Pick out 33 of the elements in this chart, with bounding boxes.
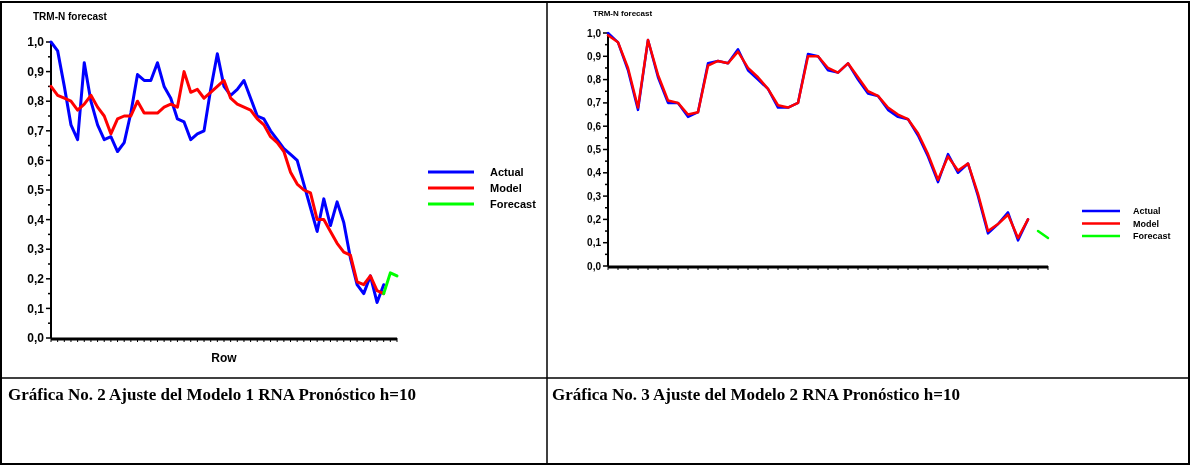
y-tick-label: 0,4 bbox=[27, 212, 45, 227]
y-tick-label: 0,4 bbox=[587, 167, 602, 179]
y-tick-label: 0,7 bbox=[587, 97, 602, 109]
y-tick-label: 0,7 bbox=[27, 124, 45, 138]
y-tick-label: 0,8 bbox=[27, 94, 45, 109]
y-tick-label: 0,5 bbox=[27, 183, 45, 198]
chart-title: TRM-N forecast bbox=[33, 11, 108, 22]
legend-label: Forecast bbox=[1133, 231, 1171, 242]
text: Gráfica No. 2 Ajuste del Modelo 1 RNA Pronóstico h=10 bbox=[8, 384, 417, 406]
y-tick-label: 1,0 bbox=[587, 27, 602, 39]
text: Gráfica No. 3 Ajuste del Modelo 2 RNA Pronóstico h=10 bbox=[552, 384, 961, 406]
legend-label: Actual bbox=[1133, 206, 1161, 217]
y-tick-label: 0,0 bbox=[587, 260, 602, 272]
y-tick-label: 0,9 bbox=[587, 50, 602, 62]
y-tick-label: 0,2 bbox=[587, 213, 602, 225]
y-tick-label: 0,5 bbox=[587, 144, 602, 155]
y-tick-label: 0,1 bbox=[587, 237, 602, 249]
y-tick-label: 0,8 bbox=[587, 74, 602, 86]
legend-label: Model bbox=[490, 181, 522, 194]
y-tick-label: 0,3 bbox=[587, 190, 602, 202]
y-tick-label: 0,9 bbox=[27, 64, 45, 79]
legend-label: Actual bbox=[490, 165, 524, 178]
y-tick-label: 0,1 bbox=[27, 301, 45, 316]
x-axis-title: Row bbox=[211, 351, 238, 365]
y-tick-label: 1,0 bbox=[27, 35, 45, 50]
legend-label: Model bbox=[1133, 218, 1159, 229]
y-tick-label: 0,3 bbox=[27, 242, 45, 257]
legend-label: Forecast bbox=[490, 197, 537, 210]
y-tick-label: 0,2 bbox=[27, 272, 45, 286]
y-tick-label: 0,6 bbox=[27, 153, 45, 168]
chart-title: TRM-N forecast bbox=[593, 9, 653, 18]
y-tick-label: 0,0 bbox=[27, 331, 45, 346]
y-tick-label: 0,6 bbox=[587, 120, 602, 132]
